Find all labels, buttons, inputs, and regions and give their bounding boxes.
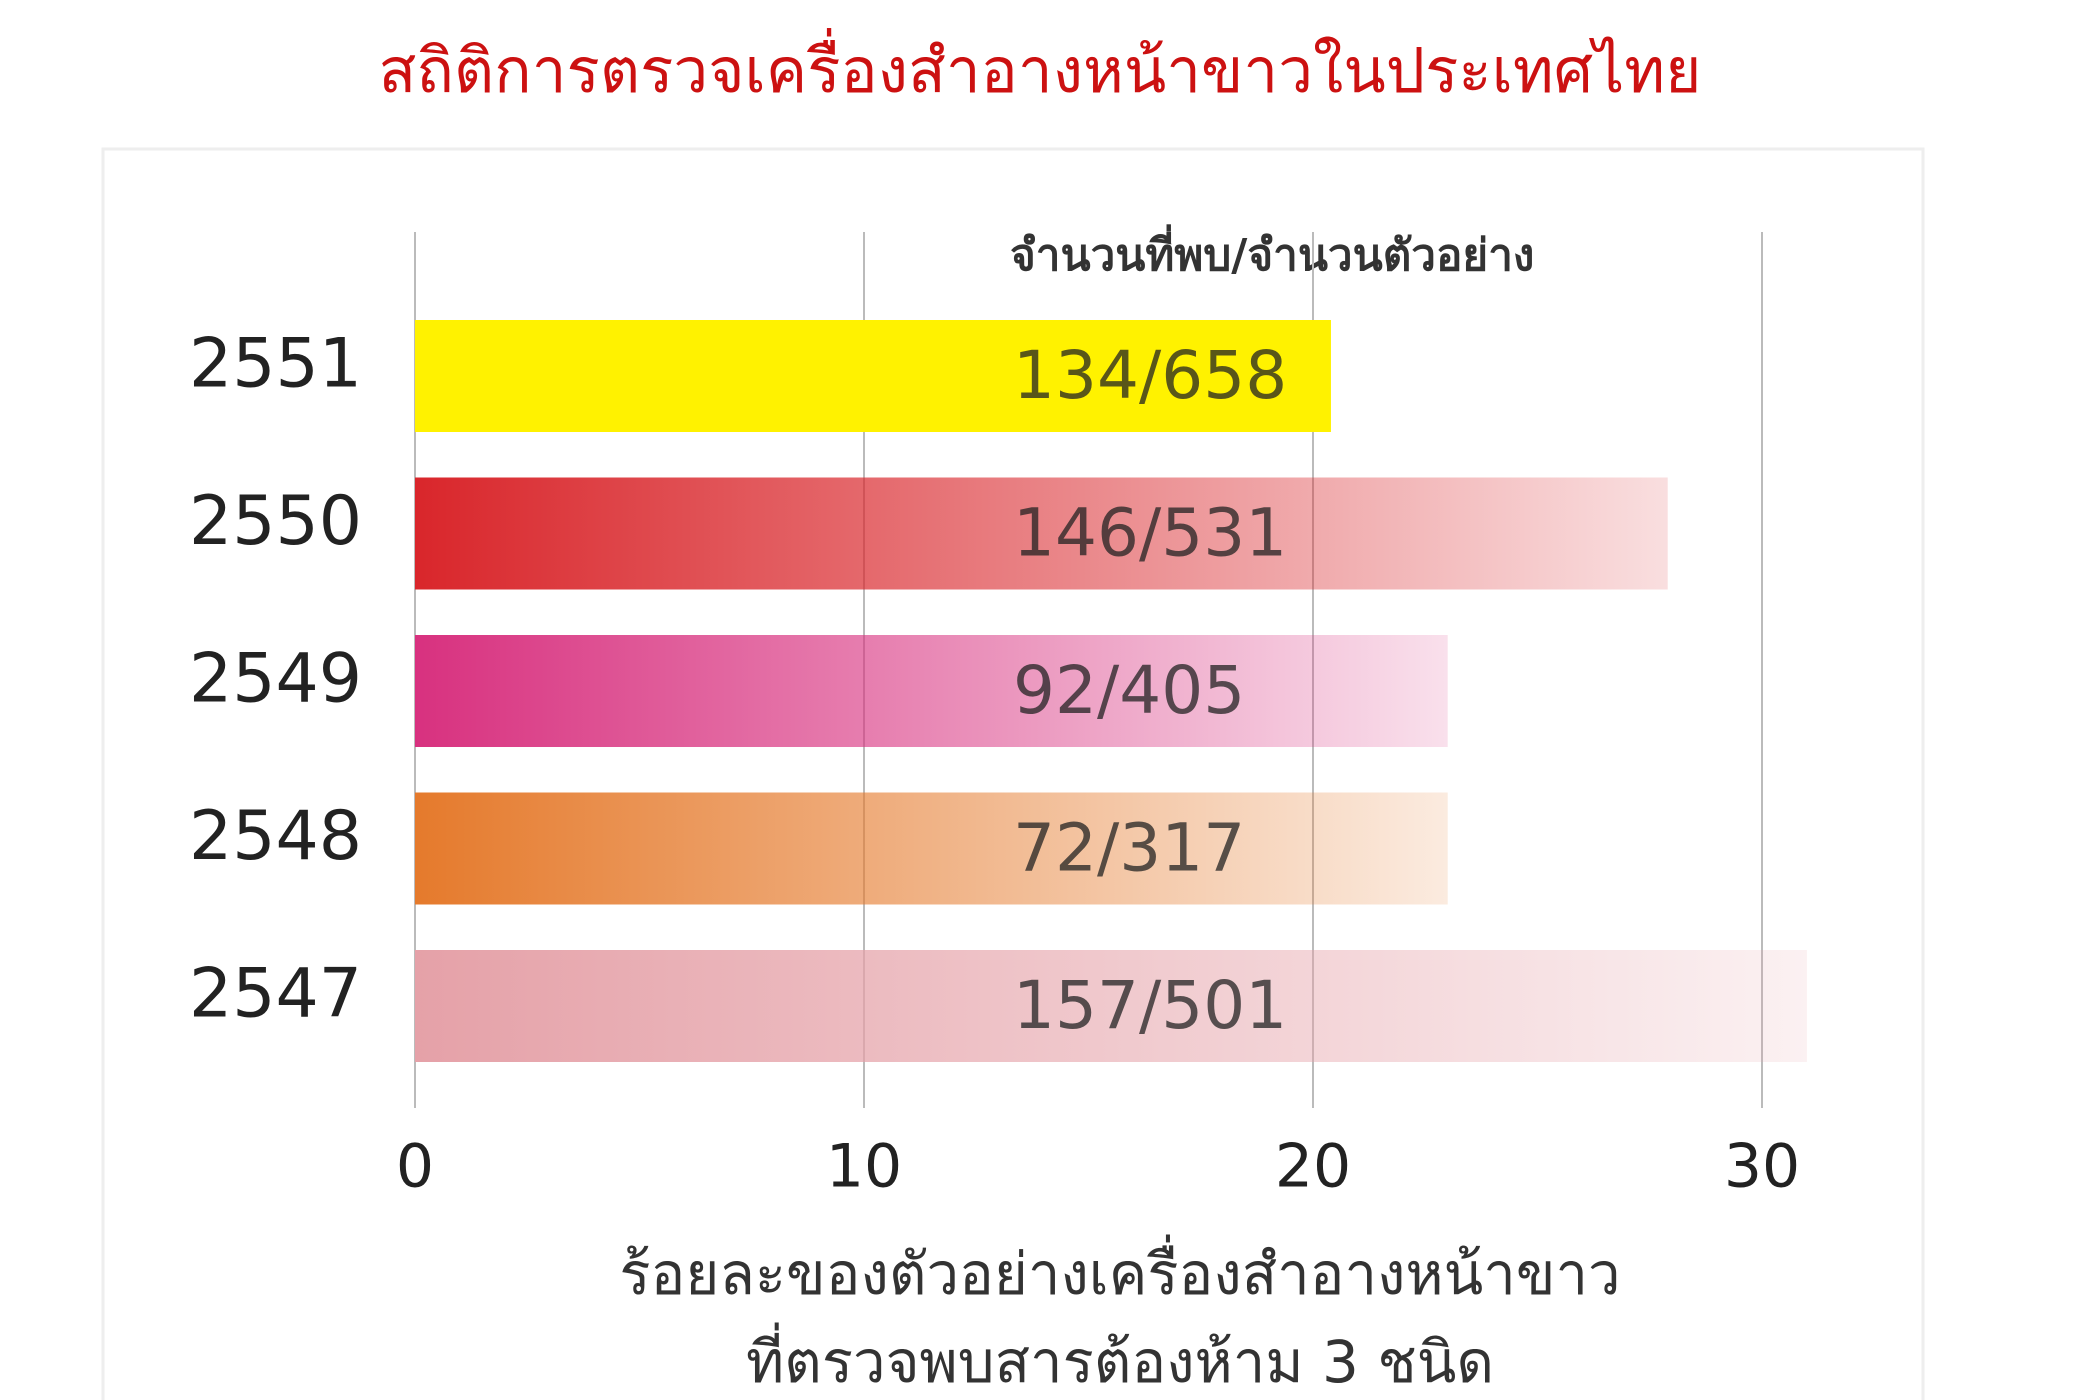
y-tick-label: 2551 bbox=[189, 325, 362, 404]
bar bbox=[415, 477, 1668, 590]
y-tick-label: 2548 bbox=[189, 797, 362, 876]
chart-title: สถิติการตรวจเครื่องสำอางหน้าขาวในประเทศไ… bbox=[379, 28, 1702, 107]
x-tick-label: 20 bbox=[1275, 1132, 1351, 1202]
bar bbox=[415, 320, 1331, 432]
x-tick-label: 30 bbox=[1724, 1132, 1800, 1202]
bar bbox=[415, 950, 1807, 1062]
y-tick-label: 2547 bbox=[189, 955, 362, 1034]
bar bbox=[415, 792, 1448, 905]
bar bbox=[415, 635, 1448, 747]
count-label: 72/317 bbox=[1013, 810, 1245, 887]
x-tick-label: 0 bbox=[396, 1132, 434, 1202]
y-tick-label: 2550 bbox=[189, 482, 362, 561]
count-label: 92/405 bbox=[1013, 652, 1245, 729]
x-axis-label: ร้อยละของตัวอย่างเครื่องสำอางหน้าขาว bbox=[619, 1234, 1620, 1308]
count-label: 134/658 bbox=[1013, 337, 1287, 414]
x-tick-label: 10 bbox=[826, 1132, 902, 1202]
count-header: จำนวนที่พบ/จำนวนตัวอย่าง bbox=[1010, 224, 1534, 281]
x-axis-label: ที่ตรวจพบสารต้องห้าม 3 ชนิด bbox=[746, 1322, 1494, 1396]
count-label: 157/501 bbox=[1013, 967, 1287, 1044]
y-tick-label: 2549 bbox=[189, 640, 362, 719]
count-label: 146/531 bbox=[1013, 495, 1287, 572]
